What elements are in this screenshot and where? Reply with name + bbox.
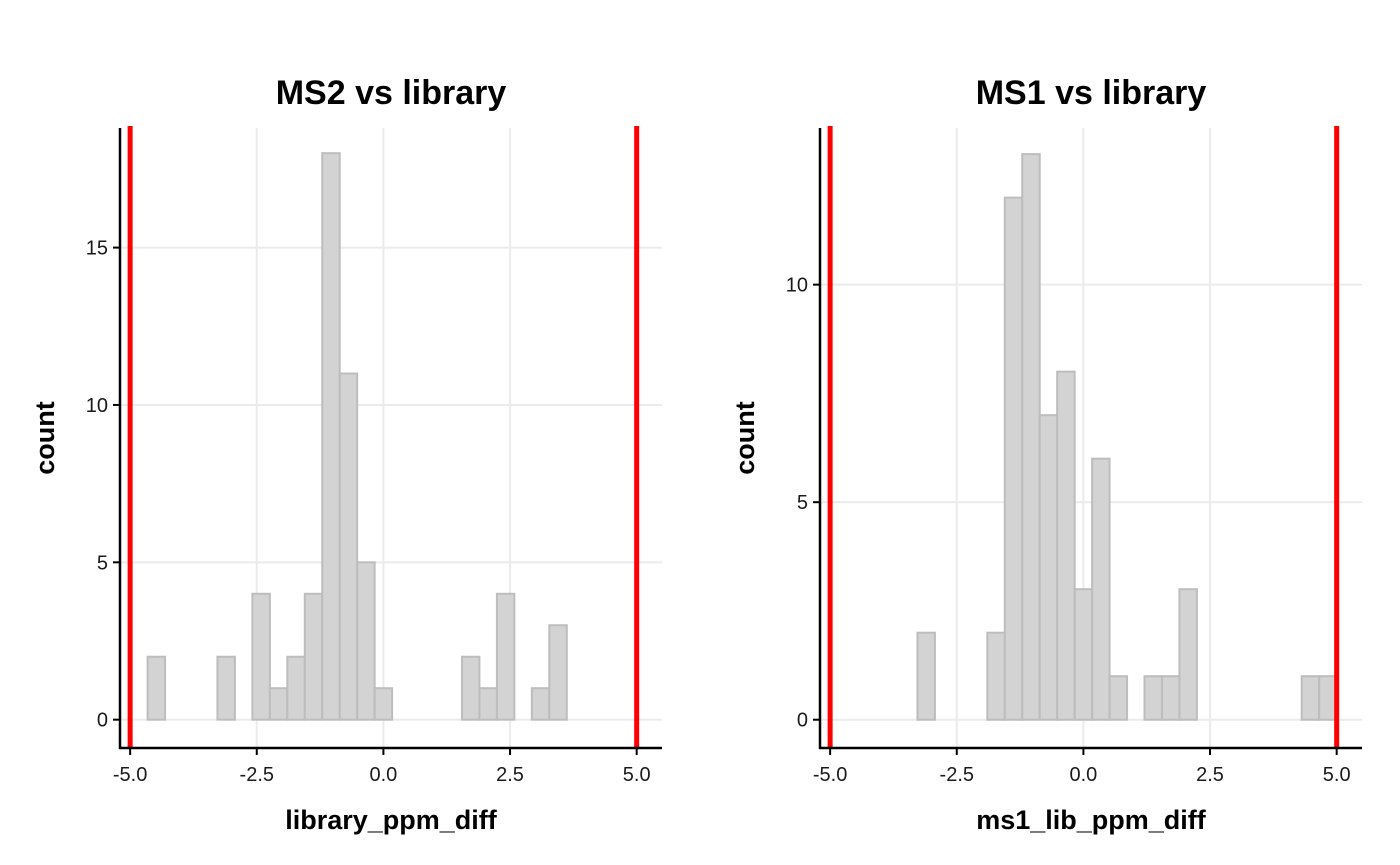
ms1-x-tick-label: -5.0 xyxy=(813,764,847,786)
ms2-y-tick-label: 15 xyxy=(86,238,108,260)
ms1-chart-title: MS1 vs library xyxy=(976,74,1207,112)
ms1-reference-lines xyxy=(827,126,1340,748)
ms2-histogram-bar xyxy=(460,655,481,721)
ms2-y-tick-label: 10 xyxy=(86,395,108,417)
ms2-x-tick-label: 2.5 xyxy=(496,764,524,786)
ms1-histogram-bar xyxy=(1318,675,1338,721)
ms1-histogram-bar xyxy=(1056,370,1076,721)
ms2-histogram-bar xyxy=(548,624,568,721)
ms2-histogram-bar xyxy=(303,592,324,721)
ms1-histogram-bar xyxy=(1073,588,1094,721)
ms1-y-tick-label: 10 xyxy=(786,275,808,297)
ms1-y-tick-label: 0 xyxy=(797,710,808,732)
ms2-histogram-bar xyxy=(286,655,306,721)
ms1-y-axis-title: count xyxy=(730,401,760,475)
ms2-histogram-bar xyxy=(321,152,341,721)
ms1-x-tick-label: -2.5 xyxy=(940,764,974,786)
ms2-x-axis-title: library_ppm_diff xyxy=(285,805,498,835)
ms1-histogram-bar xyxy=(1108,675,1129,721)
ms2-histogram-bar xyxy=(251,592,271,721)
ms2-chart-title: MS2 vs library xyxy=(276,74,507,112)
ms2-histogram-bar xyxy=(530,687,551,721)
ms2-x-tick-label: 5.0 xyxy=(623,764,651,786)
ms2-bars xyxy=(146,152,568,721)
ms1-histogram-bar xyxy=(1178,588,1198,721)
ms1-axes: -5.0 -2.5 0.0 2.5 5.0 0 5 10 xyxy=(786,128,1362,786)
ms2-axes: -5.0 -2.5 0.0 2.5 5.0 0 5 10 15 xyxy=(86,128,662,786)
ms2-y-axis-title: count xyxy=(30,401,60,475)
ms2-y-tick-label: 0 xyxy=(97,710,108,732)
ms2-reference-lines xyxy=(127,126,640,748)
ms2-histogram-bar xyxy=(356,561,376,721)
ms2-x-tick-label: -2.5 xyxy=(240,764,274,786)
ms2-histogram-bar xyxy=(216,655,236,721)
ms1-histogram-bar xyxy=(1160,675,1181,721)
ms1-histogram-bar xyxy=(986,631,1006,721)
ms1-histogram-panel: -5.0 -2.5 0.0 2.5 5.0 0 5 10 MS1 vs library ms1… xyxy=(730,74,1362,835)
ms1-bars xyxy=(916,153,1338,721)
ms2-y-tick-label: 5 xyxy=(97,552,108,574)
ms1-histogram-bar xyxy=(1300,675,1321,721)
ms2-histogram-bar xyxy=(373,687,394,721)
ms2-histogram-bar xyxy=(478,687,498,721)
ms2-histogram-bar xyxy=(495,592,516,721)
ms1-histogram-bar xyxy=(1003,196,1024,721)
ms2-x-tick-label: 0.0 xyxy=(369,764,397,786)
ms1-histogram-bar xyxy=(1021,153,1041,721)
ms2-x-tick-label: -5.0 xyxy=(113,764,147,786)
ms1-histogram-bar xyxy=(1143,675,1163,721)
ms1-x-tick-label: 0.0 xyxy=(1069,764,1097,786)
ms2-histogram-bar xyxy=(268,687,289,721)
ms1-histogram-bar xyxy=(1091,457,1111,721)
ms2-histogram-panel: -5.0 -2.5 0.0 2.5 5.0 0 5 10 15 MS2 vs library l… xyxy=(30,74,662,835)
ms2-histogram-bar xyxy=(146,655,167,721)
ms1-x-axis-title: ms1_lib_ppm_diff xyxy=(976,805,1207,835)
ms1-histogram-bar xyxy=(1038,414,1059,721)
ms1-histogram-bar xyxy=(916,631,936,721)
ms2-histogram-bar xyxy=(338,372,359,721)
ms1-y-tick-label: 5 xyxy=(797,492,808,514)
ms1-x-tick-label: 2.5 xyxy=(1196,764,1224,786)
ms1-x-tick-label: 5.0 xyxy=(1323,764,1351,786)
